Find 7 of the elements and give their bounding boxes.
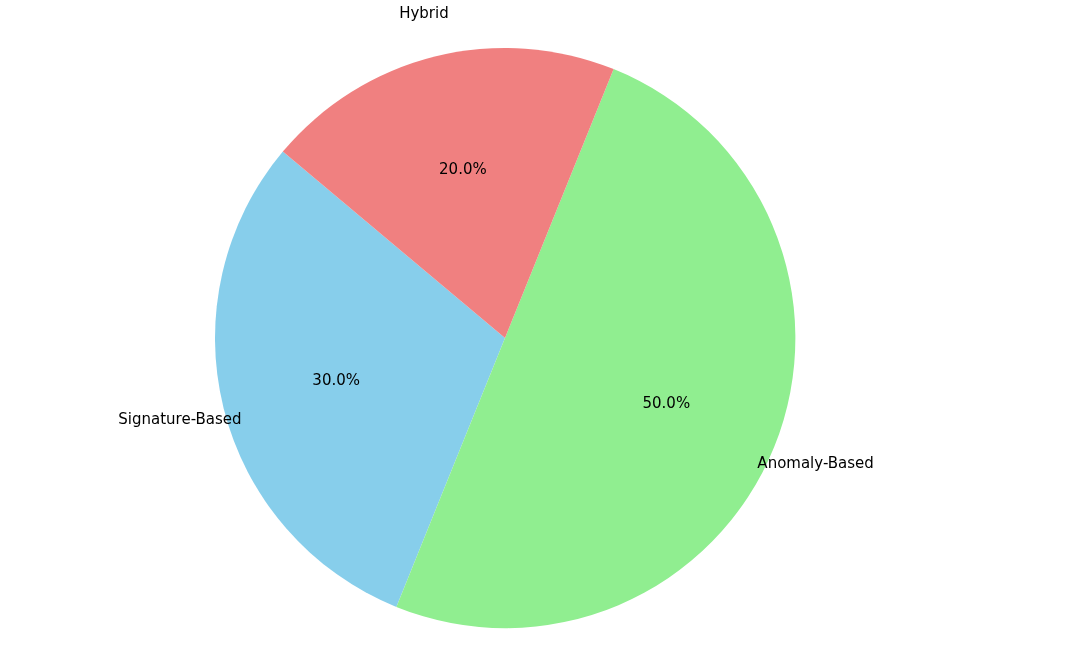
data-label: 20.0%	[439, 160, 487, 179]
data-label: 50.0%	[642, 394, 691, 413]
slice-label: Hybrid	[399, 3, 449, 22]
slice-label: Anomaly-Based	[757, 454, 874, 473]
pie-slice	[282, 48, 614, 338]
data-label: 30.0%	[312, 371, 360, 390]
slice-label: Signature-Based	[118, 410, 242, 429]
